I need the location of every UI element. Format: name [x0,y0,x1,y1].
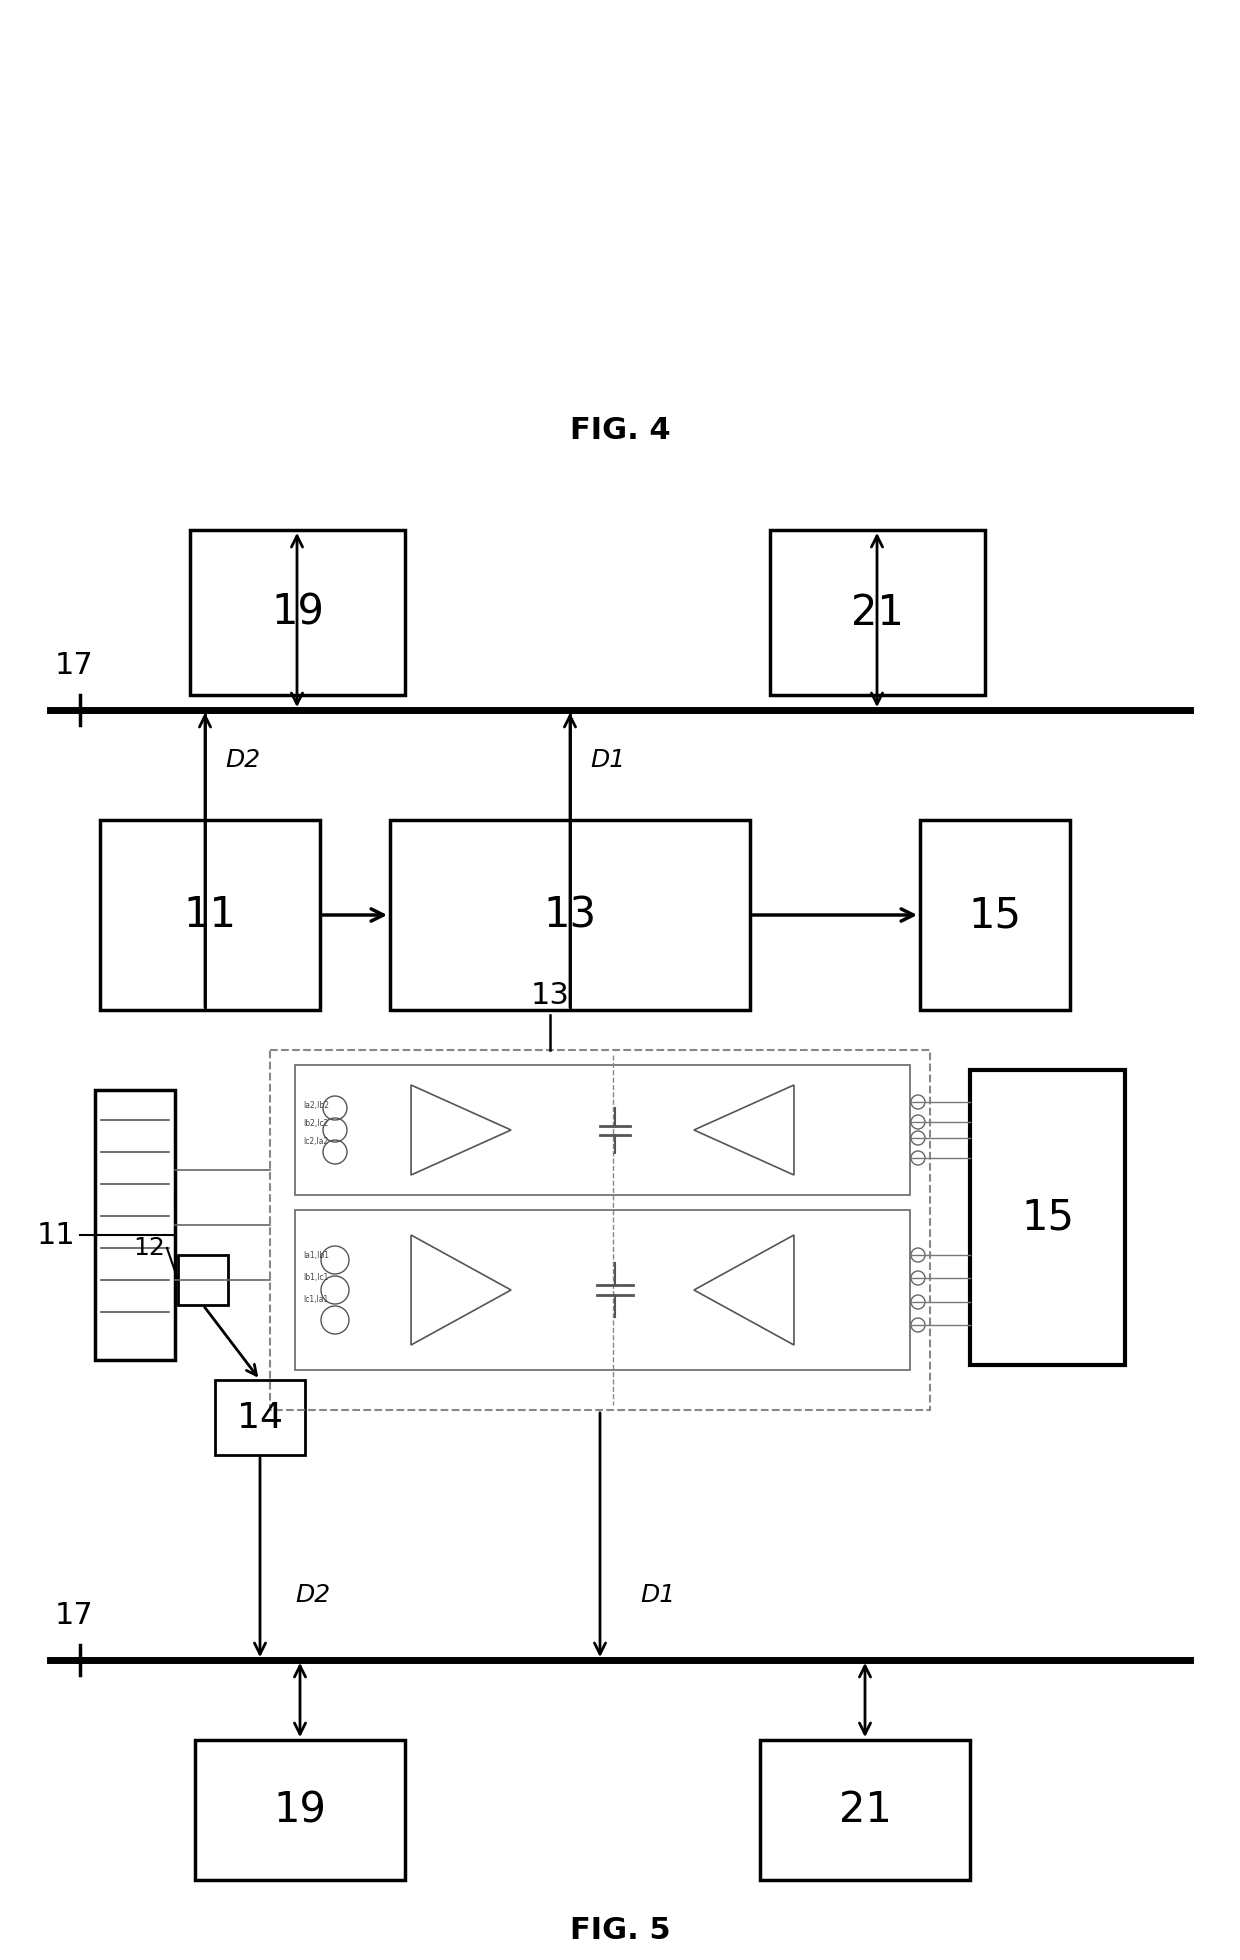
Text: lb2,lc2: lb2,lc2 [303,1119,329,1129]
Text: la2,lb2: la2,lb2 [303,1102,329,1109]
FancyBboxPatch shape [391,819,750,1009]
Text: D2: D2 [224,749,260,772]
FancyBboxPatch shape [95,1090,175,1360]
Text: lc2,la2: lc2,la2 [303,1137,329,1147]
Text: 15: 15 [968,894,1022,937]
Text: FIG. 5: FIG. 5 [569,1915,671,1944]
FancyBboxPatch shape [179,1254,228,1305]
Text: lb1,lc1: lb1,lc1 [303,1272,329,1282]
Text: 11: 11 [36,1221,74,1250]
Text: 21: 21 [851,592,904,633]
Text: 19: 19 [274,1789,326,1831]
Text: 17: 17 [55,651,94,680]
Text: 19: 19 [272,592,324,633]
Text: 17: 17 [55,1601,94,1631]
Text: 21: 21 [838,1789,892,1831]
FancyBboxPatch shape [295,1209,910,1370]
Text: D2: D2 [295,1584,330,1607]
Text: la1,lb1: la1,lb1 [303,1250,329,1260]
Text: 12: 12 [133,1237,165,1260]
FancyBboxPatch shape [770,529,985,696]
Text: 11: 11 [184,894,237,937]
Text: 14: 14 [237,1401,283,1435]
FancyBboxPatch shape [215,1380,305,1454]
FancyBboxPatch shape [100,819,320,1009]
Text: 13: 13 [543,894,596,937]
Text: FIG. 4: FIG. 4 [569,416,671,445]
Text: D1: D1 [590,749,625,772]
Text: 15: 15 [1021,1196,1074,1239]
FancyBboxPatch shape [970,1070,1125,1364]
FancyBboxPatch shape [195,1740,405,1880]
FancyBboxPatch shape [920,819,1070,1009]
Text: lc1,la1: lc1,la1 [303,1296,329,1303]
Text: D1: D1 [640,1584,675,1607]
FancyBboxPatch shape [190,529,405,696]
FancyBboxPatch shape [760,1740,970,1880]
Text: 13: 13 [531,982,569,1009]
FancyBboxPatch shape [295,1064,910,1196]
